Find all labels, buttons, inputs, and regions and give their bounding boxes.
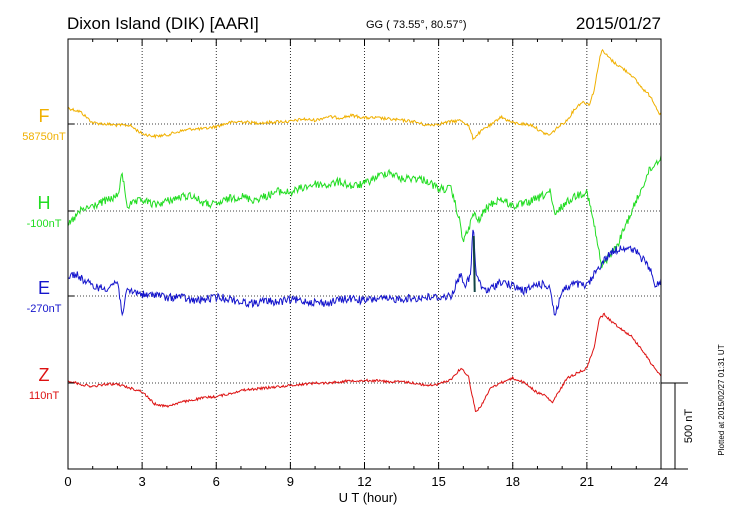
series-name-Z: Z xyxy=(39,365,50,385)
series-line-F xyxy=(67,48,662,141)
series-name-H: H xyxy=(38,193,51,213)
x-axis-label: U T (hour) xyxy=(339,490,398,505)
series-baseline-H: -100nT xyxy=(27,218,62,230)
station-coords: GG ( 73.55°, 80.57°) xyxy=(366,19,467,31)
series-baseline-E: -270nT xyxy=(27,303,62,315)
x-tick-label-15: 15 xyxy=(431,474,445,489)
series-line-E xyxy=(67,229,662,317)
series-name-F: F xyxy=(39,106,50,126)
x-tick-label-12: 12 xyxy=(357,474,371,489)
series-name-E: E xyxy=(38,278,50,298)
x-tick-label-24: 24 xyxy=(654,474,668,489)
x-tick-label-0: 0 xyxy=(64,474,71,489)
series-line-Z xyxy=(67,312,662,413)
scale-bar: 500 nT xyxy=(661,382,695,470)
x-tick-label-18: 18 xyxy=(506,474,520,489)
spike-overlay xyxy=(472,235,476,293)
x-tick-label-21: 21 xyxy=(580,474,594,489)
plotted-timestamp: Plotted at 2015/02/27 01:31 UT xyxy=(717,344,726,455)
x-tick-label-9: 9 xyxy=(287,474,294,489)
series-layer xyxy=(67,48,662,413)
series-baseline-Z: 110nT xyxy=(29,390,60,402)
x-axis-ticks: 0 3 6 9 12 15 18 21 24 xyxy=(64,39,668,489)
x-tick-label-6: 6 xyxy=(213,474,220,489)
series-labels: F 58750nT H -100nT E -270nT Z 110nT xyxy=(22,106,66,402)
scale-bar-label: 500 nT xyxy=(683,409,695,444)
station-title: Dixon Island (DIK) [AARI] xyxy=(67,14,259,33)
chart-date: 2015/01/27 xyxy=(576,14,661,33)
series-baseline-F: 58750nT xyxy=(22,131,66,143)
x-tick-label-3: 3 xyxy=(139,474,146,489)
series-line-H xyxy=(67,155,662,269)
